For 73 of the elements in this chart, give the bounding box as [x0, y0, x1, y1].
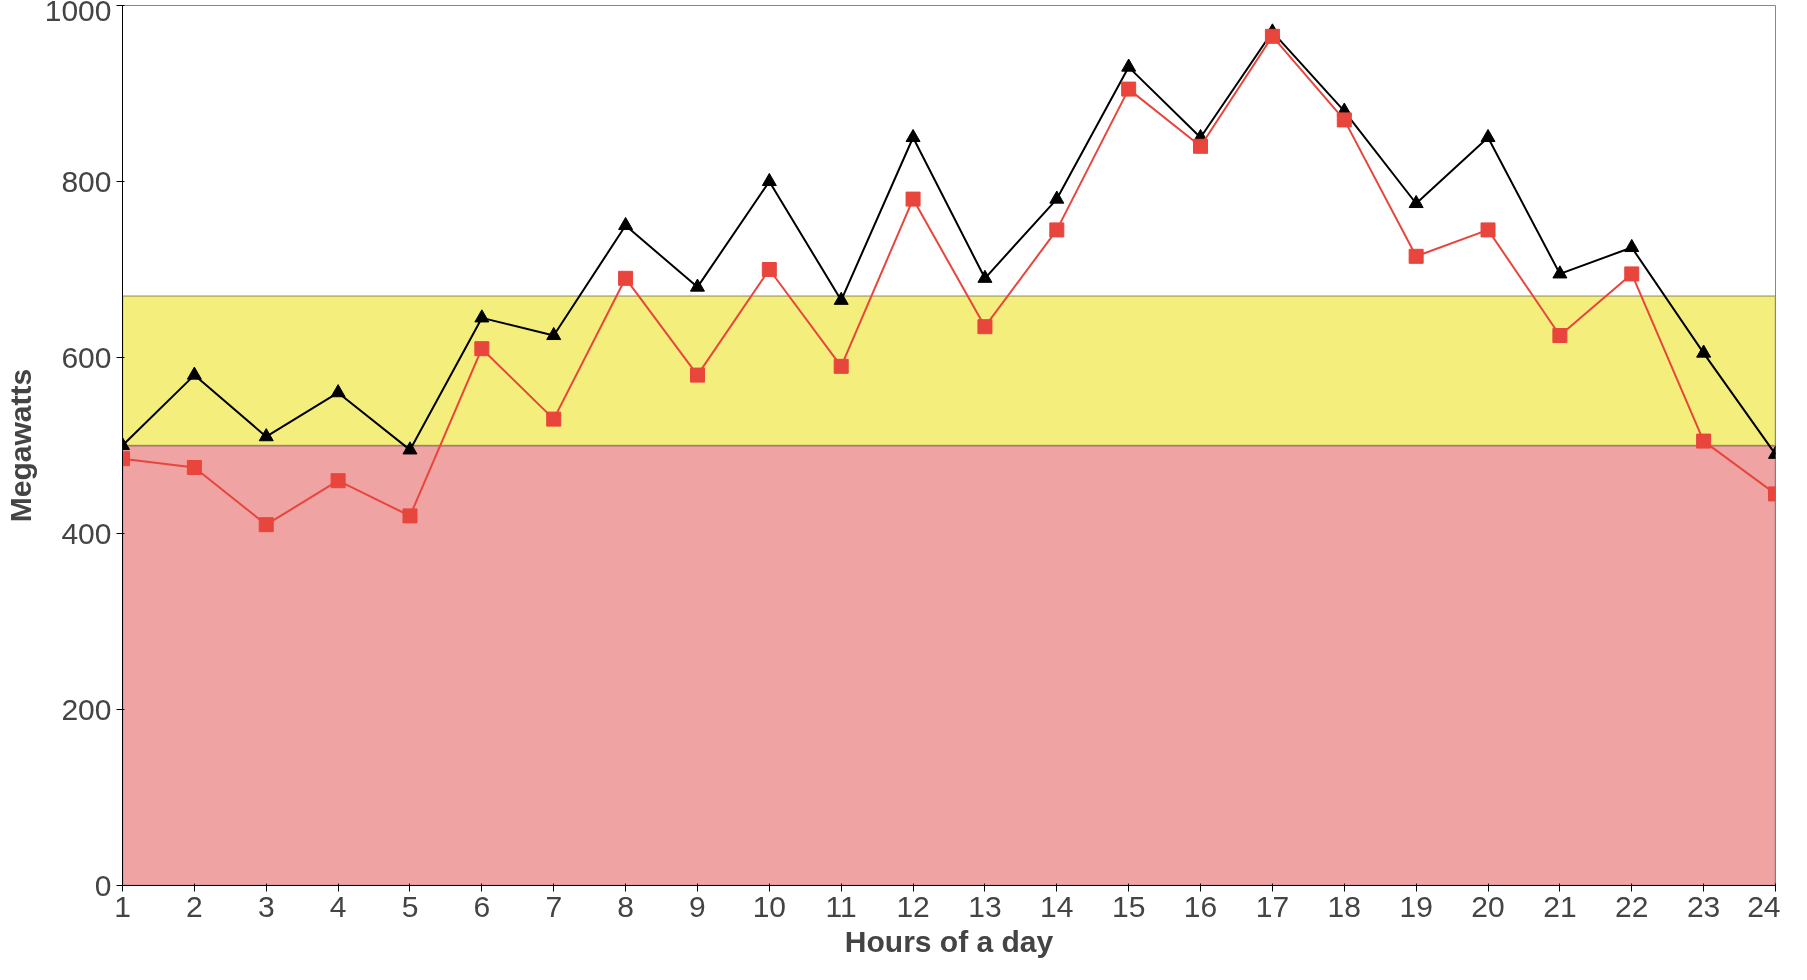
- x-tick-label: 18: [1327, 889, 1361, 923]
- point: [1049, 190, 1065, 204]
- point: [546, 326, 562, 341]
- point: [761, 172, 777, 187]
- point: [474, 341, 490, 357]
- x-tick-label: 4: [329, 889, 347, 923]
- point: [1624, 266, 1640, 282]
- point: [402, 508, 418, 524]
- point: [761, 262, 777, 277]
- x-tick-label: 24: [1747, 889, 1781, 923]
- y-tick-label: 0: [94, 868, 112, 902]
- point: [689, 278, 705, 292]
- x-tick-label: 17: [1255, 889, 1290, 923]
- y-tick-label: 1000: [44, 0, 112, 27]
- point: [186, 366, 202, 380]
- point: [1408, 248, 1424, 264]
- point: [402, 441, 418, 455]
- x-tick-label: 12: [896, 889, 930, 923]
- x-tick-label: 19: [1399, 889, 1433, 923]
- x-tick-label: 11: [825, 889, 857, 923]
- x-tick-label: 5: [401, 889, 419, 923]
- x-tick-label: 22: [1615, 889, 1649, 923]
- x-tick-label: 2: [186, 889, 203, 923]
- y-axis-title: Megawatts: [3, 368, 37, 523]
- point: [1480, 222, 1496, 238]
- point: [330, 473, 346, 489]
- x-tick-label: 8: [617, 889, 634, 923]
- point: [1121, 58, 1137, 72]
- point: [618, 216, 634, 231]
- point: [833, 291, 849, 305]
- x-tick-label: 14: [1040, 889, 1074, 923]
- point: [977, 319, 993, 335]
- point: [258, 428, 274, 442]
- x-tick-label: 16: [1183, 889, 1218, 923]
- point: [474, 309, 490, 323]
- x-tick-label: 13: [968, 889, 1002, 923]
- point: [330, 384, 346, 398]
- y-tick-label: 800: [61, 164, 112, 198]
- x-tick-label: 1: [114, 889, 131, 923]
- x-tick-label: 9: [689, 889, 706, 923]
- y-tick-label: 400: [61, 516, 112, 550]
- point: [186, 460, 202, 475]
- point: [1336, 112, 1352, 128]
- point: [1049, 222, 1065, 238]
- point: [1408, 194, 1424, 209]
- point: [1193, 138, 1209, 154]
- point: [1264, 28, 1280, 44]
- x-tick-label: 3: [257, 889, 275, 923]
- point: [1696, 433, 1712, 449]
- point: [618, 270, 634, 286]
- x-tick-label: 15: [1111, 889, 1146, 923]
- point: [546, 411, 562, 427]
- x-axis-title: Hours of a day: [844, 924, 1054, 958]
- point: [833, 358, 849, 374]
- x-tick-label: 23: [1686, 889, 1721, 923]
- point: [1552, 265, 1568, 279]
- point: [905, 191, 921, 207]
- point: [689, 367, 705, 383]
- x-tick-label: 21: [1543, 889, 1577, 923]
- point: [1480, 128, 1496, 143]
- point: [1696, 344, 1712, 358]
- x-tick-label: 6: [473, 889, 491, 923]
- point: [1624, 238, 1640, 253]
- point: [1121, 81, 1137, 97]
- x-tick-label: 7: [545, 889, 563, 923]
- y-tick-label: 200: [61, 692, 112, 726]
- point: [977, 269, 993, 283]
- point: [905, 128, 921, 143]
- x-tick-label: 10: [752, 889, 787, 923]
- point: [1552, 328, 1568, 343]
- y-tick-label: 600: [61, 340, 112, 374]
- x-tick-label: 20: [1471, 889, 1505, 923]
- point: [258, 517, 274, 533]
